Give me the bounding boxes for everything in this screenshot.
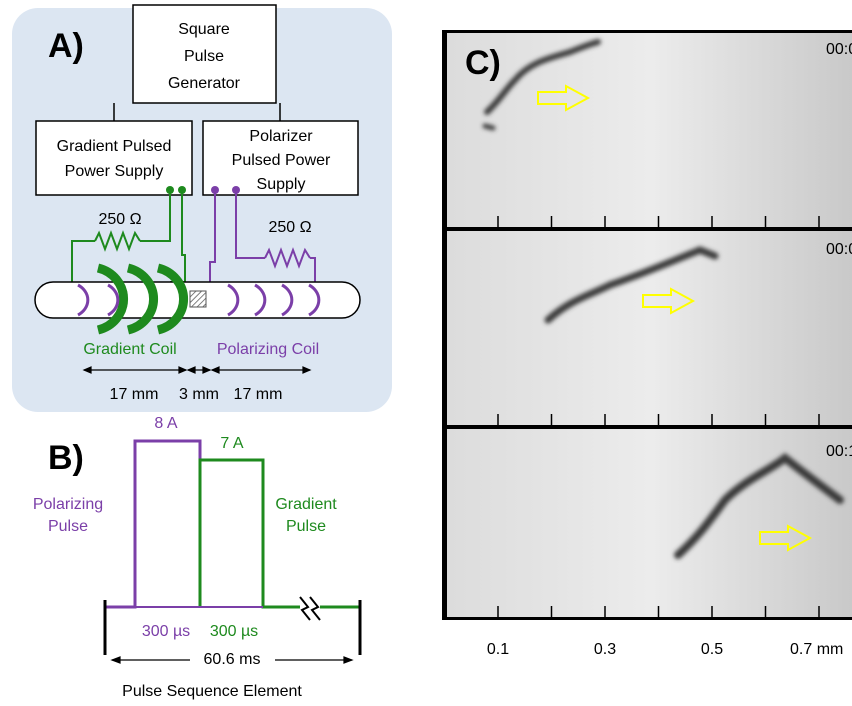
axis-label: 0.1 [487,641,509,658]
panel-label: C) [465,44,501,82]
current-label: 7 A [220,435,243,452]
coil-label: Gradient Coil [83,341,176,358]
box-text: Pulse [184,48,224,65]
figure: A) Square Pulse Generator Gradient Pulse… [0,0,852,706]
resistor-label: 250 Ω [98,211,141,228]
break-symbol [300,597,320,620]
dimension-label: 17 mm [234,386,283,403]
timestamp: 00:16 [826,443,852,460]
box-text: Supply [257,176,306,193]
resistor-label: 250 Ω [268,219,311,236]
dimension-label: 17 mm [110,386,159,403]
box-text: Power Supply [65,163,164,180]
panel-label: A) [48,27,84,65]
panel-label: B) [48,439,84,477]
polarizing-pulse-shape [105,441,200,607]
box-text: Pulsed Power [232,152,331,169]
timestamp: 00:00 [826,41,852,58]
duration-label: 300 µs [210,623,258,640]
current-label: 8 A [154,415,177,432]
box-text: Square [178,21,230,38]
terminal [211,186,219,194]
dimension-label: 3 mm [179,386,219,403]
pulse-label: Pulse [48,518,88,535]
gradient-pulse-shape [200,460,360,607]
pulse-label: Pulse [286,518,326,535]
video-frame [447,231,852,425]
video-frame [447,429,852,617]
caption: Pulse Sequence Element [122,683,302,700]
box-text: Gradient Pulsed [57,138,172,155]
duration-label: 300 µs [142,623,190,640]
page: A) Square Pulse Generator Gradient Pulse… [0,0,852,706]
pulse-label: Gradient [275,496,337,513]
box-text: Polarizer [249,128,313,145]
terminal [166,186,174,194]
axis-label: 0.5 [701,641,723,658]
pulse-label: Polarizing [33,496,103,513]
timestamp: 00:08 [826,241,852,258]
video-frame [447,33,852,227]
terminal [178,186,186,194]
coil-label: Polarizing Coil [217,341,319,358]
sample [190,291,206,307]
terminal [232,186,240,194]
axis-label: 0.7 mm [790,641,843,658]
period-label: 60.6 ms [204,651,261,668]
gradient-supply-box [36,121,192,195]
axis-label: 0.3 [594,641,616,658]
box-text: Generator [168,75,241,92]
